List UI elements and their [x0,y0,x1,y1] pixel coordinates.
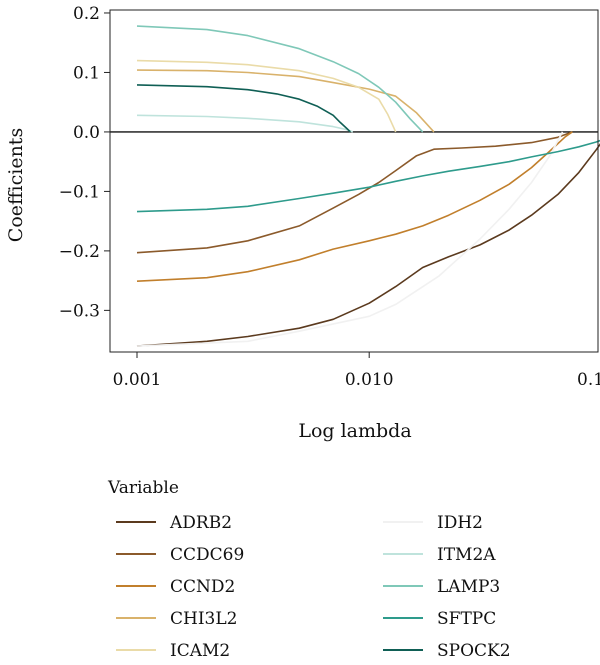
series-line-chi3l2 [136,69,435,133]
legend-label: CCDC69 [170,545,244,565]
legend-label: ICAM2 [170,641,230,661]
series-line-ccdc69 [136,131,573,254]
legend-title: Variable [107,478,179,498]
series-line-ccnd2 [136,131,573,282]
legend: Variable ADRB2 CCDC69 CCND2 CHI3L2 ICAM2 IDH2… [107,478,511,661]
series-line-itm2a [136,114,354,133]
legend-label: ITM2A [437,545,496,565]
axes: −0.3 −0.2 −0.1 0.0 0.1 0.2 0.001 0.010 0.100 [59,4,600,390]
y-tick-label: −0.3 [59,301,100,321]
y-tick-label: 0.1 [73,63,100,83]
series-line-lamp3 [136,25,424,133]
series-line-icam2 [136,59,397,133]
legend-label: LAMP3 [437,577,500,597]
y-tick-label: 0.0 [73,123,100,143]
plot-area [110,25,600,347]
legend-label: SPOCK2 [437,641,511,661]
x-tick-label: 0.010 [345,370,394,390]
series-line-adrb2 [136,143,600,347]
series-line-idh2 [136,131,564,347]
y-axis-title: Coefficients [5,128,27,242]
x-tick-label: 0.100 [577,370,600,390]
legend-label: SFTPC [437,609,496,629]
legend-label: IDH2 [437,513,483,533]
series-line-sftpc [136,139,600,213]
y-tick-label: 0.2 [73,4,100,24]
y-tick-label: −0.2 [59,242,100,262]
legend-label: CHI3L2 [170,609,237,629]
plot-border [109,9,599,353]
x-axis-title: Log lambda [298,420,411,442]
y-tick-label: −0.1 [59,182,100,202]
x-tick-label: 0.001 [113,370,162,390]
series-line-spock2 [136,84,351,133]
legend-label: ADRB2 [169,513,232,533]
legend-label: CCND2 [170,577,235,597]
